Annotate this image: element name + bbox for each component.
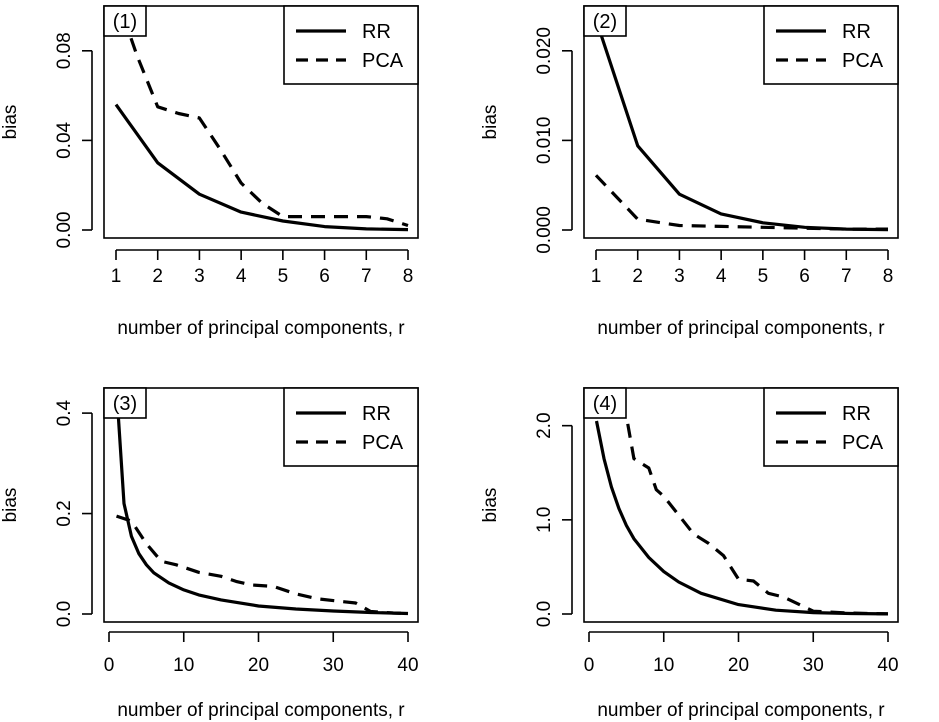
panel-label: (3) bbox=[113, 393, 137, 415]
panel-label-box bbox=[583, 387, 627, 419]
legend: RR PCA bbox=[763, 5, 899, 85]
legend-label-rr: RR bbox=[842, 21, 871, 43]
x-tick-label: 4 bbox=[236, 266, 247, 287]
series-group bbox=[114, 6, 409, 232]
x-tick-label: 7 bbox=[361, 266, 372, 287]
legend-box bbox=[283, 387, 419, 467]
legend-box bbox=[763, 387, 899, 467]
legend-label-pca: PCA bbox=[842, 50, 884, 72]
legend-label-pca: PCA bbox=[362, 50, 404, 72]
x-tick-label: 10 bbox=[653, 655, 674, 676]
panel-label: (1) bbox=[113, 11, 137, 33]
x-axis-title: number of principal components, r bbox=[117, 700, 405, 721]
plot-frame bbox=[103, 5, 419, 239]
x-tick-label: 1 bbox=[111, 266, 122, 287]
y-tick-label: 0.4 bbox=[54, 399, 75, 426]
series-group bbox=[114, 388, 409, 616]
y-tick-label: 0.2 bbox=[54, 500, 75, 526]
x-tick-label: 1 bbox=[591, 266, 602, 287]
legend-label-pca: PCA bbox=[362, 432, 404, 454]
legend: RR PCA bbox=[283, 387, 419, 467]
plot-frame bbox=[583, 5, 899, 239]
panel-label-box bbox=[103, 5, 147, 37]
x-tick-label: 40 bbox=[877, 655, 898, 676]
y-tick-label: 0.000 bbox=[534, 206, 555, 254]
series-line-rr bbox=[594, 420, 889, 616]
panel-label: (4) bbox=[593, 393, 617, 415]
x-tick-label: 2 bbox=[152, 266, 163, 287]
x-tick-label: 20 bbox=[728, 655, 749, 676]
legend: RR PCA bbox=[763, 387, 899, 467]
x-axis-title: number of principal components, r bbox=[597, 700, 885, 721]
x-tick-label: 3 bbox=[674, 266, 685, 287]
x-tick-label: 5 bbox=[278, 266, 289, 287]
series-line-pca bbox=[115, 514, 409, 616]
y-axis-title: bias bbox=[0, 488, 21, 523]
y-tick-label: 1.0 bbox=[534, 507, 555, 533]
x-tick-label: 20 bbox=[248, 655, 269, 676]
y-axis-title: bias bbox=[480, 105, 501, 140]
x-tick-label: 7 bbox=[841, 266, 852, 287]
y-tick-label: 0.00 bbox=[54, 212, 75, 249]
x-tick-label: 0 bbox=[104, 655, 115, 676]
y-tick-label: 2.0 bbox=[534, 412, 555, 438]
panel-label: (2) bbox=[593, 11, 617, 33]
y-tick-label: 0.020 bbox=[534, 27, 555, 75]
panel-label-box bbox=[103, 387, 147, 419]
y-tick-label: 0.0 bbox=[54, 601, 75, 627]
y-axis-title: bias bbox=[480, 488, 501, 523]
legend-label-rr: RR bbox=[842, 403, 871, 425]
x-tick-label: 2 bbox=[632, 266, 643, 287]
legend-label-rr: RR bbox=[362, 403, 391, 425]
panel-label-box bbox=[583, 5, 627, 37]
legend-label-pca: PCA bbox=[842, 432, 884, 454]
y-tick-label: 0.0 bbox=[534, 601, 555, 627]
x-tick-label: 10 bbox=[173, 655, 194, 676]
x-tick-label: 5 bbox=[758, 266, 769, 287]
x-tick-label: 30 bbox=[803, 655, 824, 676]
y-tick-label: 0.04 bbox=[54, 121, 75, 158]
x-tick-label: 8 bbox=[883, 266, 894, 287]
legend: RR PCA bbox=[283, 5, 419, 85]
legend-box bbox=[283, 5, 419, 85]
chart-panel-2: 1 2 3 4 5 6 7 8 0.000 0.010 0.020 number of princip… bbox=[480, 5, 899, 339]
x-tick-label: 40 bbox=[397, 655, 418, 676]
x-tick-label: 8 bbox=[403, 266, 414, 287]
y-tick-label: 0.08 bbox=[54, 32, 75, 69]
y-tick-label: 0.010 bbox=[534, 117, 555, 165]
x-axis-title: number of principal components, r bbox=[597, 318, 885, 339]
plot-frame bbox=[103, 387, 419, 623]
series-line-rr bbox=[114, 388, 409, 616]
x-tick-label: 3 bbox=[194, 266, 205, 287]
legend-label-rr: RR bbox=[362, 21, 391, 43]
x-tick-label: 0 bbox=[584, 655, 595, 676]
x-tick-label: 30 bbox=[323, 655, 344, 676]
x-tick-label: 6 bbox=[319, 266, 330, 287]
x-tick-label: 4 bbox=[716, 266, 727, 287]
series-line-rr bbox=[114, 103, 409, 232]
y-axis-title: bias bbox=[0, 105, 21, 140]
series-line-pca bbox=[118, 6, 409, 228]
legend-box bbox=[763, 5, 899, 85]
chart-panel-3: 0 10 20 30 40 0.0 0.2 0.4 number of principal co… bbox=[0, 387, 419, 721]
chart-panel-1: 1 2 3 4 5 6 7 8 0.00 0.04 0.08 number of principal … bbox=[0, 5, 419, 339]
x-tick-label: 6 bbox=[799, 266, 810, 287]
x-axis-title: number of principal components, r bbox=[117, 318, 405, 339]
plot-frame bbox=[583, 387, 899, 623]
chart-panel-4: 0 10 20 30 40 0.0 1.0 2.0 number of principal co… bbox=[480, 387, 899, 721]
series-line-pca bbox=[594, 174, 888, 231]
series-group bbox=[594, 18, 889, 232]
